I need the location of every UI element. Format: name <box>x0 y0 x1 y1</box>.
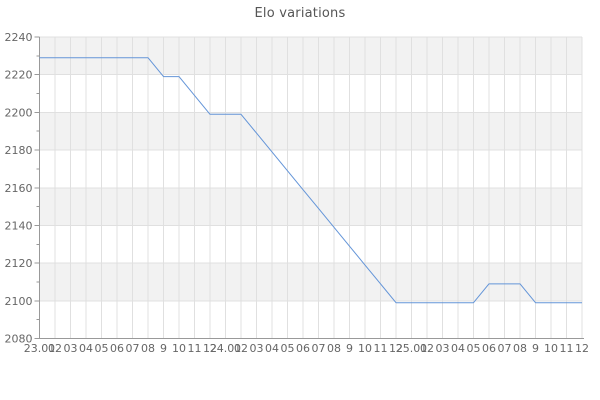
x-tick-label: 25.01 <box>396 342 428 355</box>
y-tick-label: 2160 <box>5 182 33 195</box>
y-tick-label: 2220 <box>5 69 33 82</box>
x-tick-label: 02 <box>48 342 62 355</box>
y-tick-label: 2140 <box>5 219 33 232</box>
x-tick-label: 03 <box>436 342 450 355</box>
x-tick-label: 12 <box>575 342 589 355</box>
x-tick-label: 07 <box>498 342 512 355</box>
y-tick-label: 2200 <box>5 106 33 119</box>
grid-band <box>39 263 582 301</box>
x-tick-label: 03 <box>250 342 264 355</box>
x-tick-label: 11 <box>560 342 574 355</box>
y-tick-label: 2100 <box>5 295 33 308</box>
x-tick-label: 05 <box>95 342 109 355</box>
x-tick-label: 04 <box>265 342 279 355</box>
elo-line <box>39 57 582 304</box>
x-tick-label: 06 <box>110 342 124 355</box>
y-tick-label: 2180 <box>5 144 33 157</box>
x-tick-label: 08 <box>513 342 527 355</box>
x-tick-label: 08 <box>141 342 155 355</box>
x-tick-label: 02 <box>234 342 248 355</box>
grid-band <box>39 187 582 226</box>
x-tick-label: 9 <box>160 342 167 355</box>
x-tick-label: 24.01 <box>210 342 242 355</box>
x-tick-label: 10 <box>544 342 558 355</box>
x-tick-label: 07 <box>312 342 326 355</box>
y-tick-label: 2120 <box>5 257 33 270</box>
x-tick-label: 03 <box>64 342 78 355</box>
grid-band <box>39 112 582 151</box>
x-tick-label: 04 <box>79 342 93 355</box>
x-tick-label: 04 <box>451 342 465 355</box>
chart-title: Elo variations <box>254 6 346 21</box>
x-tick-label: 06 <box>296 342 310 355</box>
x-tick-label: 9 <box>532 342 539 355</box>
x-tick-label: 23.01 <box>24 342 56 355</box>
x-tick-label: 05 <box>467 342 481 355</box>
x-tick-label: 12 <box>389 342 403 355</box>
y-tick-label: 2080 <box>5 333 33 346</box>
x-tick-label: 06 <box>482 342 496 355</box>
x-tick-label: 12 <box>203 342 217 355</box>
grid-band <box>39 37 582 75</box>
x-tick-label: 05 <box>281 342 295 355</box>
x-tick-label: 10 <box>358 342 372 355</box>
x-tick-label: 02 <box>420 342 434 355</box>
x-tick-label: 08 <box>327 342 341 355</box>
y-tick-label: 2240 <box>5 31 33 44</box>
x-tick-label: 9 <box>346 342 353 355</box>
x-tick-label: 11 <box>374 342 388 355</box>
x-tick-label: 10 <box>172 342 186 355</box>
x-tick-label: 07 <box>126 342 140 355</box>
x-tick-label: 11 <box>188 342 202 355</box>
